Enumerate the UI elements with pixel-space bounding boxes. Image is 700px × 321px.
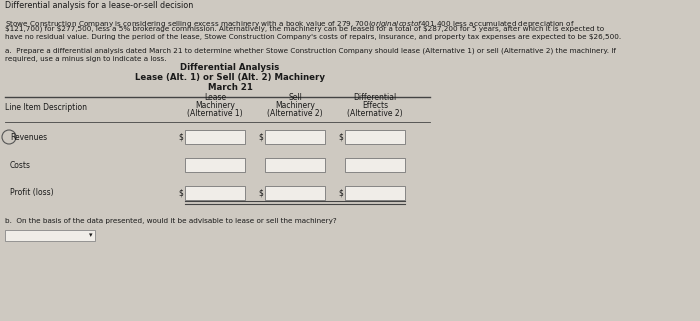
Bar (185, 158, 245, 172)
Text: Effects: Effects (362, 101, 388, 110)
Text: required, use a minus sign to indicate a loss.: required, use a minus sign to indicate a… (5, 56, 167, 62)
Text: Profit (loss): Profit (loss) (10, 188, 54, 197)
Text: Differential analysis for a lease-or-sell decision: Differential analysis for a lease-or-sel… (5, 1, 193, 10)
Text: (Alternative 1): (Alternative 1) (187, 109, 243, 118)
Text: $: $ (258, 188, 263, 197)
Text: Sell: Sell (288, 93, 302, 102)
Text: Stowe Construction Company is considering selling excess machinery with a book v: Stowe Construction Company is considerin… (5, 18, 575, 29)
Bar (5, 230, 95, 241)
Text: $: $ (338, 133, 343, 142)
Bar (345, 186, 405, 200)
Text: Costs: Costs (10, 160, 31, 169)
Text: $: $ (178, 133, 183, 142)
Bar (185, 186, 245, 200)
Text: (Alternative 2): (Alternative 2) (347, 109, 402, 118)
Text: a.  Prepare a differential analysis dated March 21 to determine whether Stowe Co: a. Prepare a differential analysis dated… (5, 48, 616, 55)
Bar (185, 130, 245, 144)
Text: ▾: ▾ (88, 232, 92, 239)
Text: $: $ (258, 133, 263, 142)
Text: (Alternative 2): (Alternative 2) (267, 109, 323, 118)
Text: Revenues: Revenues (10, 133, 47, 142)
Text: Differential Analysis: Differential Analysis (181, 63, 279, 72)
Text: $: $ (178, 188, 183, 197)
Text: Differential: Differential (354, 93, 397, 102)
Text: Line Item Description: Line Item Description (5, 103, 87, 112)
Bar (265, 130, 325, 144)
Bar (345, 158, 405, 172)
Text: $: $ (338, 188, 343, 197)
Text: have no residual value. During the period of the lease, Stowe Construction Compa: have no residual value. During the perio… (5, 34, 621, 40)
Text: Machinery: Machinery (275, 101, 315, 110)
Text: $121,700) for $277,500, less a 5% brokerage commission. Alternatively, the machi: $121,700) for $277,500, less a 5% broker… (5, 26, 604, 32)
Text: Lease: Lease (204, 93, 226, 102)
Bar (265, 186, 325, 200)
Text: b.  On the basis of the data presented, would it be advisable to lease or sell t: b. On the basis of the data presented, w… (5, 218, 337, 224)
Text: March 21: March 21 (208, 83, 253, 92)
Bar (345, 130, 405, 144)
Text: Lease (Alt. 1) or Sell (Alt. 2) Machinery: Lease (Alt. 1) or Sell (Alt. 2) Machiner… (135, 73, 325, 82)
Bar (265, 158, 325, 172)
Text: Machinery: Machinery (195, 101, 235, 110)
